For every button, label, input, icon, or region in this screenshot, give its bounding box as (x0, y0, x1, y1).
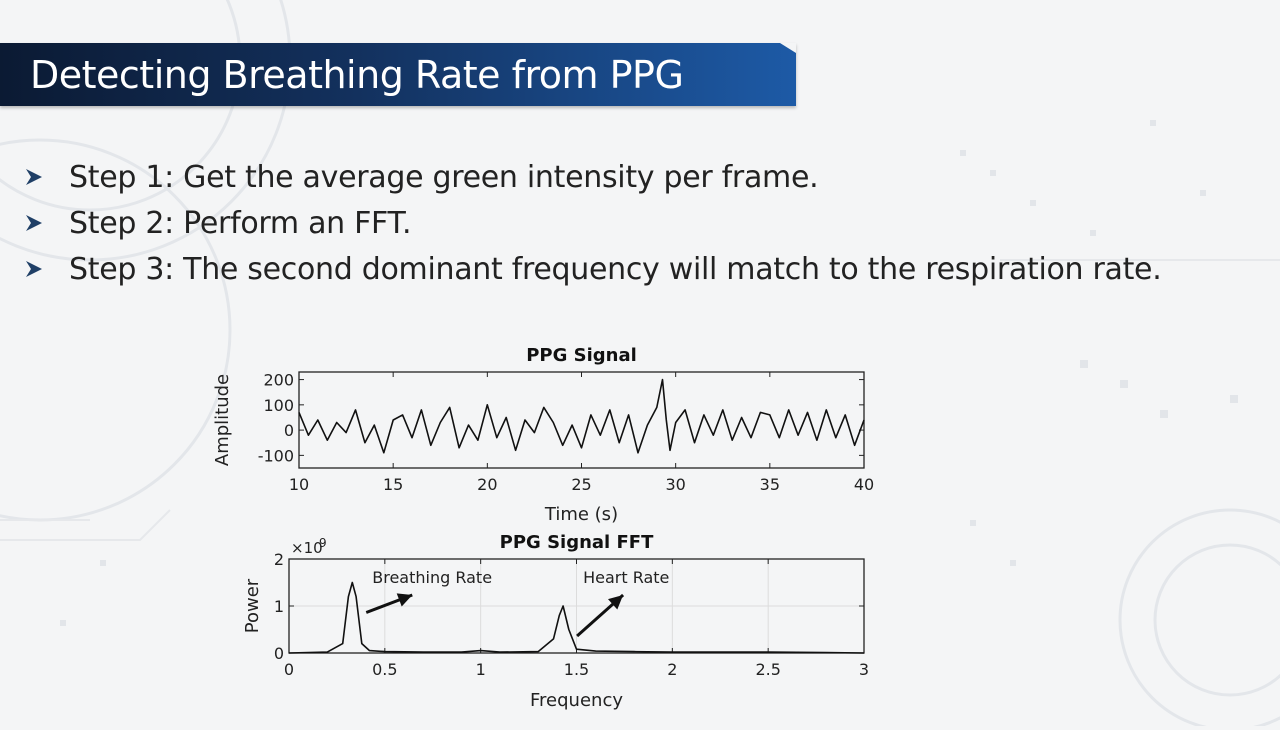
x-axis-label: Frequency (530, 690, 623, 711)
x-tick-label: 10 (289, 475, 309, 494)
y-axis-label: Power (242, 578, 263, 633)
title-bar: Detecting Breathing Rate from PPG (0, 43, 796, 106)
x-tick-label: 0.5 (372, 660, 397, 679)
series-line (288, 581, 865, 654)
y-tick-label: 200 (263, 371, 294, 390)
x-tick-label: 0 (284, 660, 294, 679)
bullet-text: Step 1: Get the average green intensity … (69, 159, 819, 195)
x-tick-label: 20 (477, 475, 497, 494)
annotation-label: Breathing Rate (372, 568, 492, 587)
series-line (298, 378, 865, 454)
bullet-item: Step 2: Perform an FFT. (24, 200, 1264, 246)
bullet-list: Step 1: Get the average green intensity … (24, 154, 1264, 292)
bullet-text: Step 3: The second dominant frequency wi… (69, 251, 1162, 287)
chevron-right-icon (24, 213, 69, 233)
y-multiplier-exponent: 9 (319, 536, 327, 550)
y-tick-label: 2 (274, 550, 284, 569)
chart-figure: 10 15 20 25 30 35 40 -100 0 100 200 PPG Signal Time … (200, 330, 900, 726)
y-axis-label: Amplitude (212, 374, 233, 466)
x-tick-label: 30 (665, 475, 685, 494)
x-tick-label: 25 (571, 475, 591, 494)
annotation-arrowhead (396, 593, 413, 607)
chart-title: PPG Signal (526, 345, 637, 366)
title-bar-corner (780, 43, 796, 53)
bullet-item: Step 3: The second dominant frequency wi… (24, 246, 1264, 292)
x-axis-label: Time (s) (544, 504, 618, 525)
x-tick-label: 40 (854, 475, 874, 494)
x-tick-label: 2.5 (755, 660, 780, 679)
x-tick-label: 35 (760, 475, 780, 494)
x-tick-label: 1 (476, 660, 486, 679)
x-tick-label: 2 (667, 660, 677, 679)
y-tick-label: -100 (258, 446, 294, 465)
chevron-right-icon (24, 259, 69, 279)
slide-title: Detecting Breathing Rate from PPG (30, 53, 684, 97)
x-tick-label: 15 (383, 475, 403, 494)
chevron-right-icon (24, 167, 69, 187)
y-tick-label: 100 (263, 396, 294, 415)
bullet-item: Step 1: Get the average green intensity … (24, 154, 1264, 200)
chart-title: PPG Signal FFT (500, 532, 654, 553)
plot-frame (298, 371, 865, 469)
y-tick-label: 0 (284, 421, 294, 440)
annotation-label: Heart Rate (583, 568, 669, 587)
bullet-text: Step 2: Perform an FFT. (69, 205, 412, 241)
x-tick-label: 1.5 (564, 660, 589, 679)
y-tick-label: 1 (274, 597, 284, 616)
annotation-arrowhead (608, 595, 624, 610)
y-tick-label: 0 (274, 644, 284, 663)
x-tick-label: 3 (859, 660, 869, 679)
y-multiplier-label: ×10 (291, 539, 323, 557)
